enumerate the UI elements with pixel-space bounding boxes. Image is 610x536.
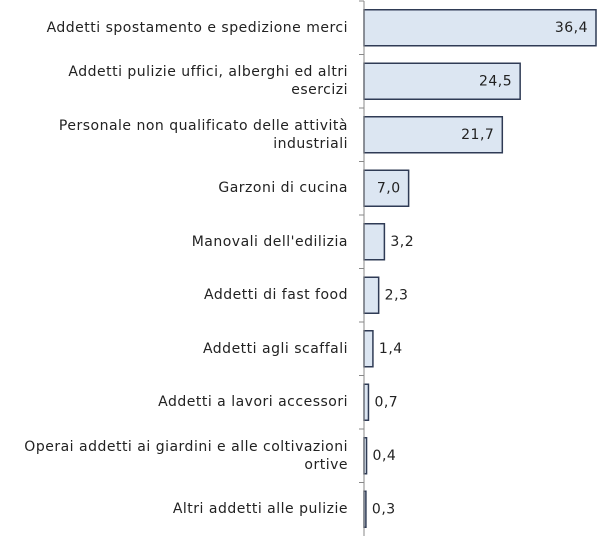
- value-label: 3,2: [390, 234, 414, 250]
- bar: [363, 383, 370, 421]
- value-label: 21,7: [461, 127, 494, 143]
- bar: [363, 276, 380, 314]
- value-label: 24,5: [479, 73, 512, 89]
- value-label: 2,3: [385, 287, 409, 303]
- category-label: Garzoni di cucina: [218, 180, 348, 197]
- bar: [363, 116, 504, 154]
- value-label: 36,4: [555, 20, 588, 36]
- category-label: Manovali dell'edilizia: [191, 233, 348, 250]
- bar: [363, 223, 386, 261]
- value-label: 7,0: [377, 180, 401, 196]
- category-label: Altri addetti alle pulizie: [172, 501, 348, 518]
- category-label: Addetti agli scaffali: [202, 340, 348, 357]
- value-label: 0,4: [373, 448, 397, 464]
- value-label: 0,7: [374, 394, 398, 410]
- value-label: 1,4: [379, 341, 403, 357]
- category-label: Addetti di fast food: [204, 287, 348, 304]
- bar: [363, 169, 410, 207]
- bar: [363, 330, 374, 368]
- value-label: 0,3: [372, 501, 396, 517]
- category-label: Addetti pulizie uffici, alberghi ed altr…: [68, 64, 348, 99]
- category-label: Personale non qualificato delle attività…: [58, 117, 348, 152]
- category-label: Addetti a lavori accessori: [158, 394, 348, 411]
- category-label: Addetti spostamento e spedizione merci: [46, 19, 348, 36]
- category-label: Operai addetti ai giardini e alle coltiv…: [24, 438, 348, 473]
